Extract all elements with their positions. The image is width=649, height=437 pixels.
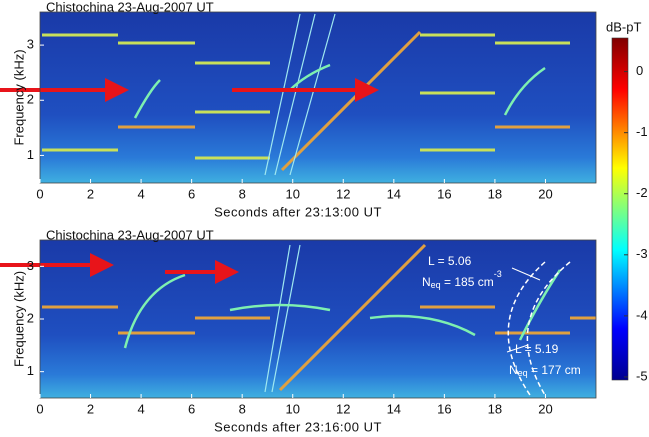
annotation-part: N <box>422 275 431 289</box>
chart-title: Chistochina 23-Aug-2007 UT <box>46 0 214 14</box>
x-tick-label: 2 <box>87 401 94 416</box>
x-tick-label: 10 <box>285 401 299 416</box>
x-axis-label: Seconds after 23:13:00 UT <box>214 204 382 219</box>
y-axis-label: Frequency (kHz) <box>11 271 26 367</box>
x-tick-label: 16 <box>437 186 451 201</box>
x-tick-label: 4 <box>137 401 144 416</box>
annotation-l: L = 5.06 <box>428 254 472 268</box>
colorbar-label: dB-pT <box>606 19 641 34</box>
signal-features <box>0 13 596 396</box>
x-tick-label: 0 <box>36 186 43 201</box>
colorbar-tick-label: -4 <box>636 307 648 322</box>
x-tick-label: 20 <box>538 186 552 201</box>
y-axis-label: Frequency (kHz) <box>11 49 26 145</box>
y-tick-label: 2 <box>27 92 34 107</box>
x-tick-label: 8 <box>239 401 246 416</box>
spectrogram-bottom <box>40 240 596 398</box>
annotation-density: Neq = 185 cm-3 <box>422 269 502 290</box>
x-tick-label: 18 <box>488 186 502 201</box>
colorbar-tick-label: -5 <box>636 368 648 383</box>
colorbar-tick-label: 0 <box>636 63 643 78</box>
annotation-part: = 177 cm <box>528 363 581 377</box>
colorbar-tick-label: -3 <box>636 246 648 261</box>
annotation-part: = 185 cm <box>441 275 494 289</box>
x-tick-label: 6 <box>188 186 195 201</box>
annotation-part: N <box>509 363 518 377</box>
annotation-part: eq <box>518 368 528 378</box>
chart-title: Chistochina 23-Aug-2007 UT <box>46 227 214 242</box>
y-tick-label: 1 <box>27 363 34 378</box>
x-tick-label: 0 <box>36 401 43 416</box>
x-tick-label: 10 <box>285 186 299 201</box>
colorbar-tick-label: -2 <box>636 185 648 200</box>
plot-frame <box>39 11 597 184</box>
x-tick-label: 18 <box>488 401 502 416</box>
x-tick-label: 2 <box>87 186 94 201</box>
x-tick-label: 20 <box>538 401 552 416</box>
x-tick-label: 12 <box>336 186 350 201</box>
annotation-l: L = 5.19 <box>515 342 559 356</box>
x-tick-label: 4 <box>137 186 144 201</box>
y-tick-label: 2 <box>27 310 34 325</box>
spectrogram-top <box>40 12 596 183</box>
x-tick-label: 14 <box>387 401 401 416</box>
colorbar <box>611 37 629 381</box>
x-axis-label: Seconds after 23:16:00 UT <box>214 419 382 434</box>
y-tick-label: 3 <box>27 258 34 273</box>
x-tick-label: 8 <box>239 186 246 201</box>
y-tick-label: 3 <box>27 37 34 52</box>
x-tick-label: 6 <box>188 401 195 416</box>
x-tick-label: 12 <box>336 401 350 416</box>
annotation-density: Neq = 177 cm <box>509 363 581 378</box>
annotation-part: -3 <box>494 269 502 279</box>
annotation-part: eq <box>431 280 441 290</box>
y-tick-label: 1 <box>27 147 34 162</box>
x-tick-label: 14 <box>387 186 401 201</box>
colorbar-tick-label: -1 <box>636 124 648 139</box>
x-tick-label: 16 <box>437 401 451 416</box>
